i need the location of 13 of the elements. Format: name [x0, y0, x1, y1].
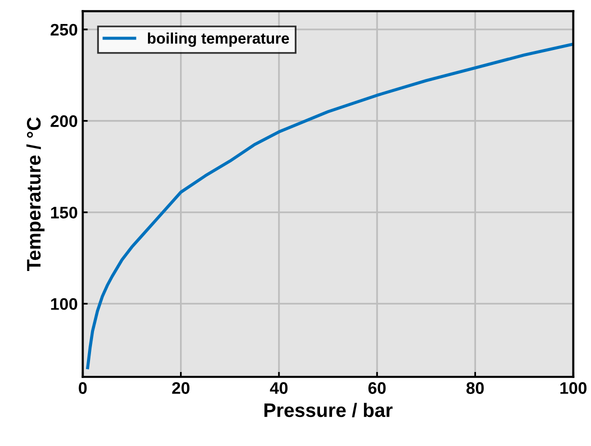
x-axis-title: Pressure / bar	[264, 402, 393, 418]
x-tick-label: 0	[78, 382, 87, 394]
legend-label: boiling temperature	[148, 32, 289, 47]
y-tick-label: 100	[51, 298, 78, 310]
y-axis-title: Temperature / °C	[26, 117, 45, 271]
x-tick-label: 20	[172, 382, 190, 394]
x-tick-label: 100	[560, 382, 586, 394]
y-tick-label: 150	[51, 206, 78, 218]
x-tick-label: 40	[270, 382, 288, 394]
y-tick-label: 200	[50, 115, 78, 128]
x-tick-label: 60	[368, 382, 386, 394]
x-tick-label: 80	[466, 382, 484, 394]
y-tick-label: 250	[50, 24, 78, 36]
